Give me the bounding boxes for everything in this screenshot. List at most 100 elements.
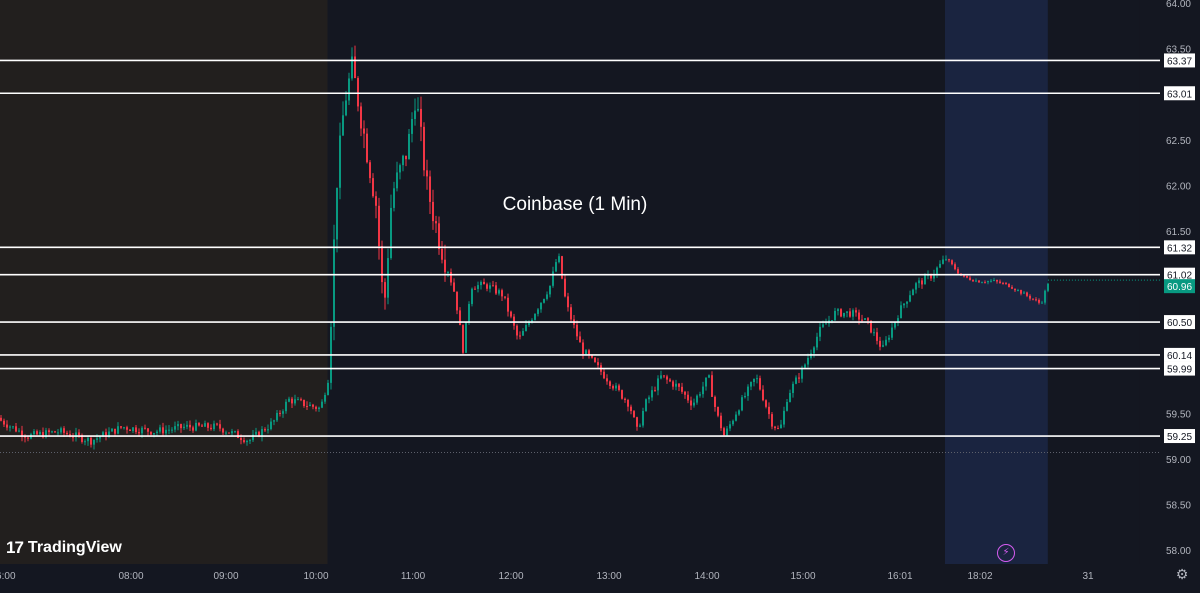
x-tick-label: 15:00 bbox=[790, 571, 815, 582]
candle-body bbox=[837, 309, 839, 311]
candle-body bbox=[738, 410, 740, 415]
candle-body bbox=[645, 399, 647, 411]
candle-body bbox=[351, 56, 353, 79]
candle-body bbox=[612, 385, 614, 389]
candle-body bbox=[945, 259, 947, 261]
candle-body bbox=[387, 258, 389, 298]
candle-body bbox=[990, 280, 992, 282]
candle-body bbox=[1011, 287, 1013, 289]
candle-body bbox=[447, 272, 449, 274]
lightning-icon[interactable]: ⚡ bbox=[997, 544, 1015, 562]
candle-body bbox=[1029, 295, 1031, 299]
x-tick-label: 10:00 bbox=[303, 571, 328, 582]
candle-body bbox=[681, 386, 683, 392]
candle-body bbox=[618, 385, 620, 391]
candle-body bbox=[552, 271, 554, 286]
candle-body bbox=[687, 394, 689, 401]
candle-body bbox=[252, 434, 254, 441]
candle-body bbox=[954, 264, 956, 270]
candle-body bbox=[597, 362, 599, 366]
candle-body bbox=[570, 307, 572, 320]
candle-body bbox=[792, 383, 794, 393]
candle-body bbox=[261, 429, 263, 437]
candle-body bbox=[861, 319, 863, 321]
settings-gear-icon[interactable]: ⚙ bbox=[1175, 566, 1189, 582]
candle-body bbox=[840, 309, 842, 317]
candle-body bbox=[303, 399, 305, 407]
candle-body bbox=[522, 331, 524, 336]
candle-body bbox=[321, 401, 323, 408]
candle-body bbox=[660, 375, 662, 379]
candle-body bbox=[333, 239, 335, 327]
candle-body bbox=[12, 426, 14, 428]
candle-body bbox=[765, 400, 767, 407]
candle-body bbox=[513, 316, 515, 326]
candle-body bbox=[753, 378, 755, 383]
candle-body bbox=[108, 431, 110, 437]
candle-body bbox=[744, 395, 746, 398]
candle-body bbox=[504, 296, 506, 298]
candle-body bbox=[444, 259, 446, 273]
candle-body bbox=[759, 378, 761, 390]
candle-body bbox=[750, 382, 752, 387]
candle-body bbox=[270, 421, 272, 430]
candle-body bbox=[348, 78, 350, 101]
candle-body bbox=[489, 285, 491, 289]
candle-body bbox=[264, 429, 266, 431]
candle-body bbox=[741, 397, 743, 411]
candle-body bbox=[75, 432, 77, 438]
candle-body bbox=[291, 398, 293, 404]
candle-body bbox=[186, 424, 188, 427]
candle-body bbox=[39, 432, 41, 435]
candle-body bbox=[213, 423, 215, 430]
candle-body bbox=[639, 425, 641, 427]
candle-body bbox=[99, 436, 101, 439]
candle-body bbox=[309, 404, 311, 407]
candle-body bbox=[483, 281, 485, 285]
candle-body bbox=[657, 378, 659, 391]
candle-body bbox=[924, 275, 926, 285]
candle-body bbox=[507, 297, 509, 312]
candle-body bbox=[519, 335, 521, 337]
candle-body bbox=[528, 322, 530, 326]
candle-body bbox=[438, 223, 440, 250]
candle-body bbox=[834, 310, 836, 321]
candle-body bbox=[993, 280, 995, 282]
candle-body bbox=[822, 324, 824, 327]
x-tick-label: 31 bbox=[1082, 571, 1094, 582]
candle-body bbox=[939, 263, 941, 268]
candle-body bbox=[390, 207, 392, 259]
candle-body bbox=[582, 342, 584, 355]
candle-body bbox=[564, 278, 566, 297]
y-tick-label: 62.00 bbox=[1166, 181, 1191, 192]
candle-body bbox=[237, 431, 239, 438]
candle-body bbox=[630, 406, 632, 412]
candle-body bbox=[906, 301, 908, 304]
candle-body bbox=[399, 165, 401, 173]
candle-body bbox=[783, 410, 785, 425]
candle-body bbox=[819, 326, 821, 337]
candle-body bbox=[225, 432, 227, 434]
candle-body bbox=[396, 172, 398, 189]
time-axis bbox=[0, 564, 1200, 588]
candle-body bbox=[732, 420, 734, 425]
candle-body bbox=[1047, 283, 1049, 291]
candle-body bbox=[126, 427, 128, 430]
candle-body bbox=[972, 280, 974, 282]
candle-body bbox=[531, 319, 533, 323]
candle-body bbox=[363, 128, 365, 134]
candle-body bbox=[726, 428, 728, 436]
candle-body bbox=[1002, 283, 1004, 285]
candle-body bbox=[636, 417, 638, 427]
candle-body bbox=[735, 414, 737, 421]
candle-body bbox=[207, 423, 209, 428]
candle-body bbox=[21, 430, 23, 437]
candle-body bbox=[786, 401, 788, 411]
candle-body bbox=[978, 280, 980, 283]
candle-body bbox=[771, 414, 773, 427]
candle-body bbox=[15, 426, 17, 432]
candle-body bbox=[6, 424, 8, 428]
y-tick-label: 62.50 bbox=[1166, 136, 1191, 147]
